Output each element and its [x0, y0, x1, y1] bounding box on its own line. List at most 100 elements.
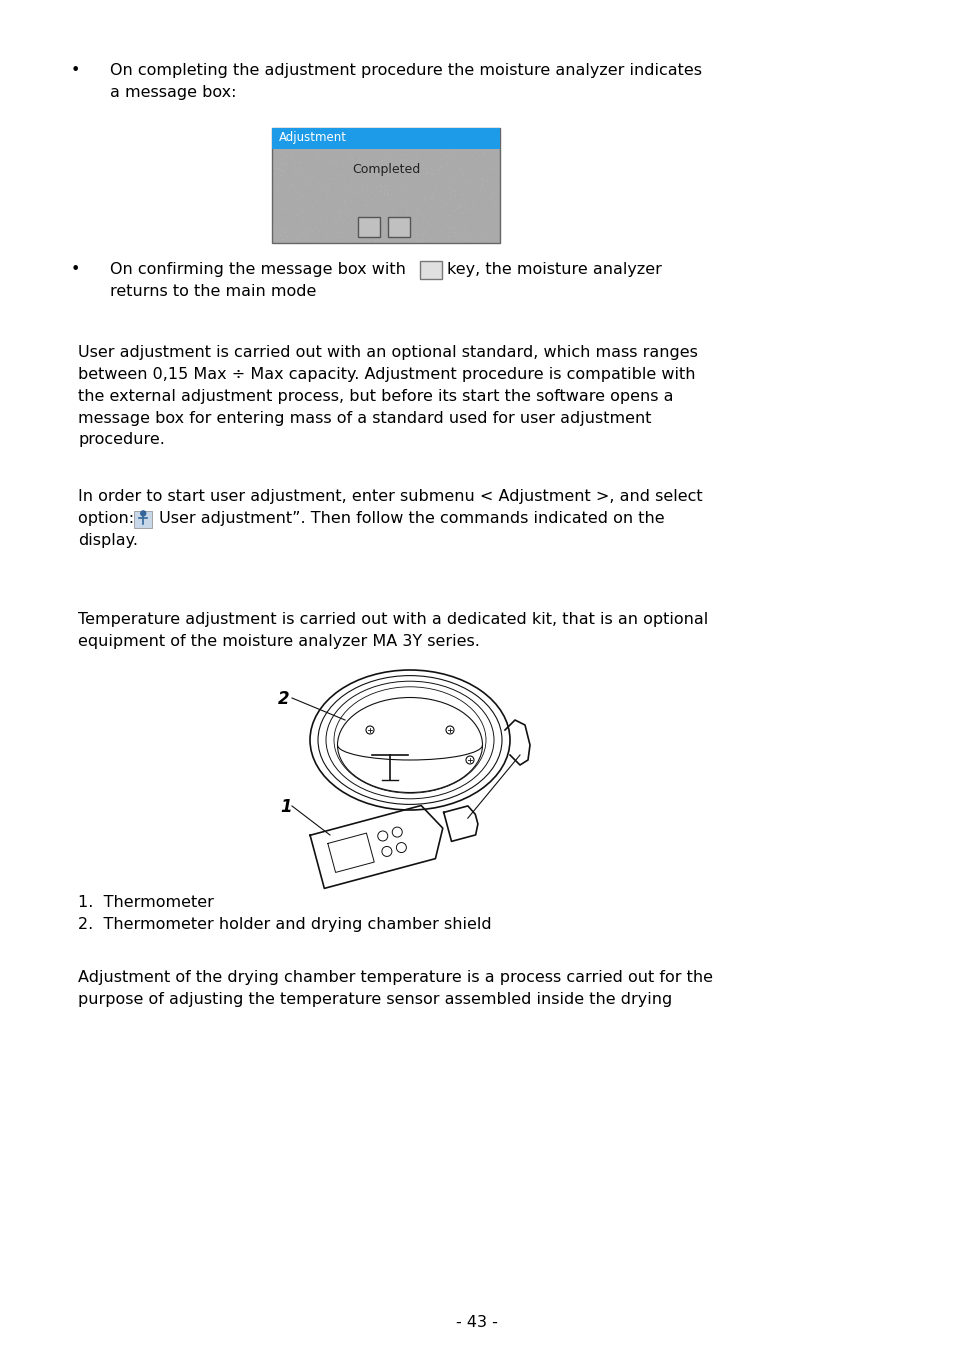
Point — [459, 221, 475, 243]
Point — [335, 150, 350, 171]
Point — [357, 155, 373, 177]
Point — [272, 165, 287, 186]
Point — [348, 184, 363, 205]
Point — [362, 157, 377, 178]
Point — [376, 162, 392, 184]
Point — [332, 205, 347, 227]
Point — [292, 215, 307, 236]
Point — [455, 201, 470, 223]
Point — [478, 169, 494, 190]
Point — [442, 181, 457, 202]
Point — [371, 212, 386, 234]
Point — [268, 228, 283, 250]
Point — [452, 196, 467, 217]
Point — [297, 153, 313, 174]
Point — [397, 202, 413, 224]
Point — [285, 158, 300, 180]
Point — [267, 182, 282, 204]
Point — [310, 201, 325, 223]
Point — [319, 208, 335, 230]
Point — [467, 200, 482, 221]
Point — [486, 173, 501, 194]
Point — [332, 200, 347, 221]
Point — [436, 202, 452, 224]
Point — [386, 212, 401, 234]
Point — [377, 231, 393, 252]
Point — [330, 144, 345, 166]
Point — [353, 189, 368, 211]
Point — [295, 193, 311, 215]
Point — [269, 208, 284, 230]
Point — [385, 143, 400, 165]
Point — [446, 221, 461, 243]
Point — [476, 224, 492, 246]
Point — [395, 177, 410, 198]
Point — [306, 165, 321, 186]
Point — [342, 178, 357, 200]
Point — [300, 220, 315, 242]
Point — [333, 180, 348, 201]
Point — [413, 190, 428, 212]
Point — [416, 186, 432, 208]
Point — [437, 176, 453, 197]
Point — [439, 165, 455, 186]
Point — [330, 176, 345, 197]
Point — [479, 231, 495, 252]
Point — [484, 217, 499, 239]
Point — [298, 176, 314, 197]
Point — [284, 146, 299, 167]
Text: - 43 -: - 43 - — [456, 1315, 497, 1330]
Point — [415, 224, 430, 246]
Point — [314, 208, 329, 230]
Point — [435, 189, 450, 211]
Point — [352, 150, 367, 171]
Text: purpose of adjusting the temperature sensor assembled inside the drying: purpose of adjusting the temperature sen… — [78, 992, 672, 1007]
Point — [280, 184, 295, 205]
Point — [439, 231, 455, 252]
Point — [446, 216, 461, 238]
Point — [445, 169, 460, 190]
Point — [336, 197, 352, 219]
Point — [299, 196, 314, 217]
Point — [469, 228, 484, 250]
Point — [354, 169, 369, 190]
Point — [408, 143, 423, 165]
Point — [487, 225, 502, 247]
Point — [438, 188, 454, 209]
Point — [291, 148, 306, 170]
Point — [343, 189, 358, 211]
Point — [365, 151, 380, 173]
Point — [423, 185, 438, 207]
Point — [412, 182, 427, 204]
Point — [291, 162, 306, 184]
Point — [321, 217, 336, 239]
Point — [361, 162, 376, 184]
Point — [274, 228, 290, 250]
Point — [316, 221, 332, 243]
Point — [347, 163, 362, 185]
Point — [290, 205, 305, 227]
Point — [455, 165, 470, 186]
Point — [299, 216, 314, 238]
Point — [355, 213, 371, 235]
Point — [348, 157, 363, 178]
Point — [364, 159, 379, 181]
Point — [338, 176, 354, 197]
Point — [416, 188, 432, 209]
Text: •: • — [71, 63, 79, 78]
Point — [348, 225, 363, 247]
Point — [404, 224, 419, 246]
Point — [396, 194, 412, 216]
Point — [371, 194, 386, 216]
Point — [473, 190, 488, 212]
Point — [381, 142, 396, 163]
Point — [383, 217, 398, 239]
Point — [296, 223, 312, 244]
Point — [271, 227, 286, 248]
Point — [271, 143, 286, 165]
Point — [386, 155, 401, 177]
Point — [428, 176, 443, 197]
Point — [379, 178, 395, 200]
Point — [425, 163, 440, 185]
Point — [470, 182, 485, 204]
